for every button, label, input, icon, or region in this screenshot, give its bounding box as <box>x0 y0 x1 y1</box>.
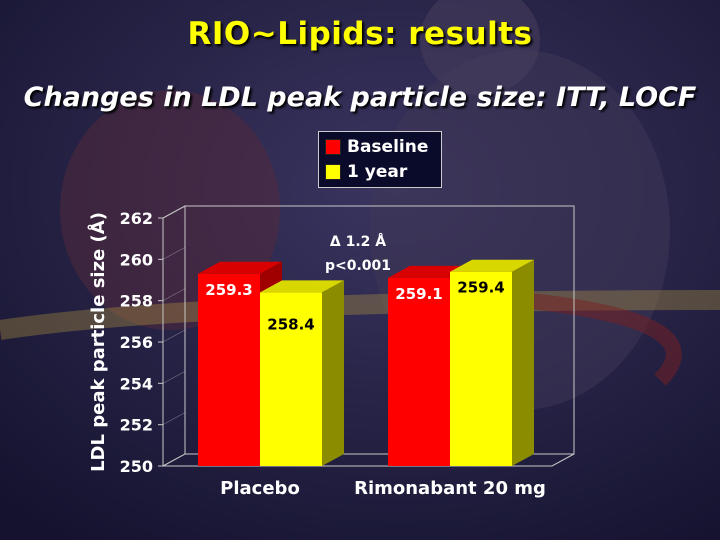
y-tick-depth <box>162 329 186 343</box>
data-label-baseline-placebo: 259.3 <box>205 281 252 299</box>
data-label-baseline-rimonabant: 259.1 <box>395 285 442 303</box>
y-tick-label: 260 <box>120 250 153 269</box>
y-tick-depth <box>162 453 186 467</box>
data-label-one-year-rimonabant: 259.4 <box>457 279 504 297</box>
slide-subtitle: Changes in LDL peak particle size: ITT, … <box>23 82 697 113</box>
data-label-one-year-placebo: 258.4 <box>267 315 314 333</box>
bar-one-year-rimonabant <box>450 271 512 466</box>
bar-top-baseline-placebo <box>198 261 282 274</box>
legend-label-one-year: 1 year <box>347 162 408 182</box>
y-tick-depth <box>162 288 186 301</box>
bar-baseline-placebo <box>198 273 260 466</box>
legend-item-baseline: Baseline <box>325 135 428 159</box>
slide-title: RIO~Lipids: results <box>187 16 533 52</box>
bar-baseline-rimonabant <box>388 277 450 466</box>
y-tick-depth <box>162 205 186 219</box>
annotation-p-value: p<0.001 <box>325 258 391 274</box>
chart-legend: Baseline 1 year <box>318 131 442 188</box>
y-tick-label: 262 <box>120 209 153 228</box>
y-tick-label: 258 <box>120 292 153 311</box>
bar-top-one-year-rimonabant <box>450 259 534 272</box>
legend-swatch-one-year <box>325 164 341 180</box>
legend-swatch-baseline <box>325 139 341 155</box>
legend-label-baseline: Baseline <box>347 137 429 157</box>
x-category-label-placebo: Placebo <box>220 478 300 499</box>
bar-side-one-year-placebo <box>322 280 344 466</box>
legend-item-one-year: 1 year <box>325 160 407 184</box>
bar-side-one-year-rimonabant <box>512 259 534 466</box>
bar-one-year-placebo <box>260 292 322 466</box>
x-category-label-rimonabant: Rimonabant 20 mg <box>354 478 546 499</box>
y-tick-label: 250 <box>120 457 153 476</box>
y-tick-label: 252 <box>120 416 153 435</box>
y-axis-label: LDL peak particle size (Å) <box>86 212 109 472</box>
annotation-delta: Δ 1.2 Å <box>330 233 386 250</box>
y-tick-label: 254 <box>120 374 153 393</box>
y-tick-depth <box>162 247 186 260</box>
bar-top-one-year-placebo <box>260 280 344 293</box>
unused <box>163 206 183 466</box>
y-tick-depth <box>162 412 186 425</box>
y-tick-depth <box>162 371 186 384</box>
y-tick-label: 256 <box>120 333 153 352</box>
